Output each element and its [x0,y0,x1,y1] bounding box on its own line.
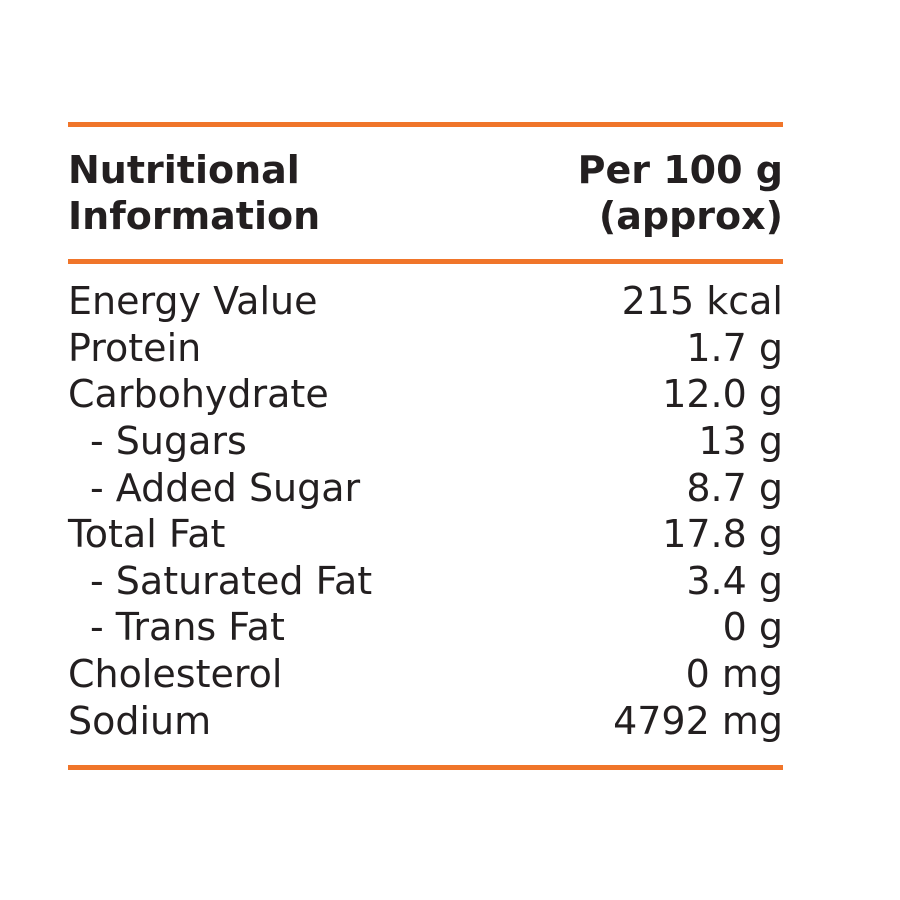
nutrient-value: 3.4 g [686,558,783,603]
nutrient-row-trans-fat: - Trans Fat 0 g [68,604,783,651]
nutrient-row-carbohydrate: Carbohydrate 12.0 g [68,371,783,418]
nutrient-label: Sodium [68,698,212,743]
header-rule [68,259,783,264]
nutrient-value: 4792 mg [613,698,783,743]
nutrient-label: - Saturated Fat [90,558,373,603]
nutrient-value: 12.0 g [662,372,783,417]
header-per-line2: (approx) [598,194,783,238]
nutrient-label: Energy Value [68,279,318,324]
nutrient-value: 13 g [698,419,783,464]
nutrient-row-cholesterol: Cholesterol 0 mg [68,651,783,698]
nutrient-value: 0 g [722,605,783,650]
header-title-line2: Information [68,194,321,238]
nutrient-label: - Added Sugar [90,465,361,510]
nutrient-row-sugars: - Sugars 13 g [68,418,783,465]
nutrient-row-saturated-fat: - Saturated Fat 3.4 g [68,558,783,605]
nutrient-value: 1.7 g [686,325,783,370]
nutrient-value: 17.8 g [662,512,783,557]
nutrient-row-sodium: Sodium 4792 mg [68,697,783,744]
header-per-serving: Per 100 g (approx) [578,147,783,239]
nutrient-rows: Energy Value 215 kcal Protein 1.7 g Carb… [68,264,783,765]
nutrient-row-protein: Protein 1.7 g [68,325,783,372]
nutrient-row-added-sugar: - Added Sugar 8.7 g [68,464,783,511]
nutrient-label: Total Fat [68,512,226,557]
top-rule [68,122,783,127]
nutrition-table: Nutritional Information Per 100 g (appro… [68,122,783,770]
nutrient-value: 0 mg [685,652,783,697]
nutrient-label: Cholesterol [68,652,283,697]
nutrient-row-total-fat: Total Fat 17.8 g [68,511,783,558]
nutrient-value: 8.7 g [686,465,783,510]
nutrient-label: - Sugars [90,419,247,464]
bottom-rule [68,764,783,770]
table-header: Nutritional Information Per 100 g (appro… [68,127,783,259]
header-per-line1: Per 100 g [577,148,783,192]
nutrient-value: 215 kcal [621,279,783,324]
header-title-line1: Nutritional [68,148,300,192]
nutrient-row-energy: Energy Value 215 kcal [68,278,783,325]
nutrient-label: Carbohydrate [68,372,329,417]
header-title: Nutritional Information [68,147,320,239]
nutrient-label: Protein [68,325,202,370]
nutrient-label: - Trans Fat [90,605,285,650]
